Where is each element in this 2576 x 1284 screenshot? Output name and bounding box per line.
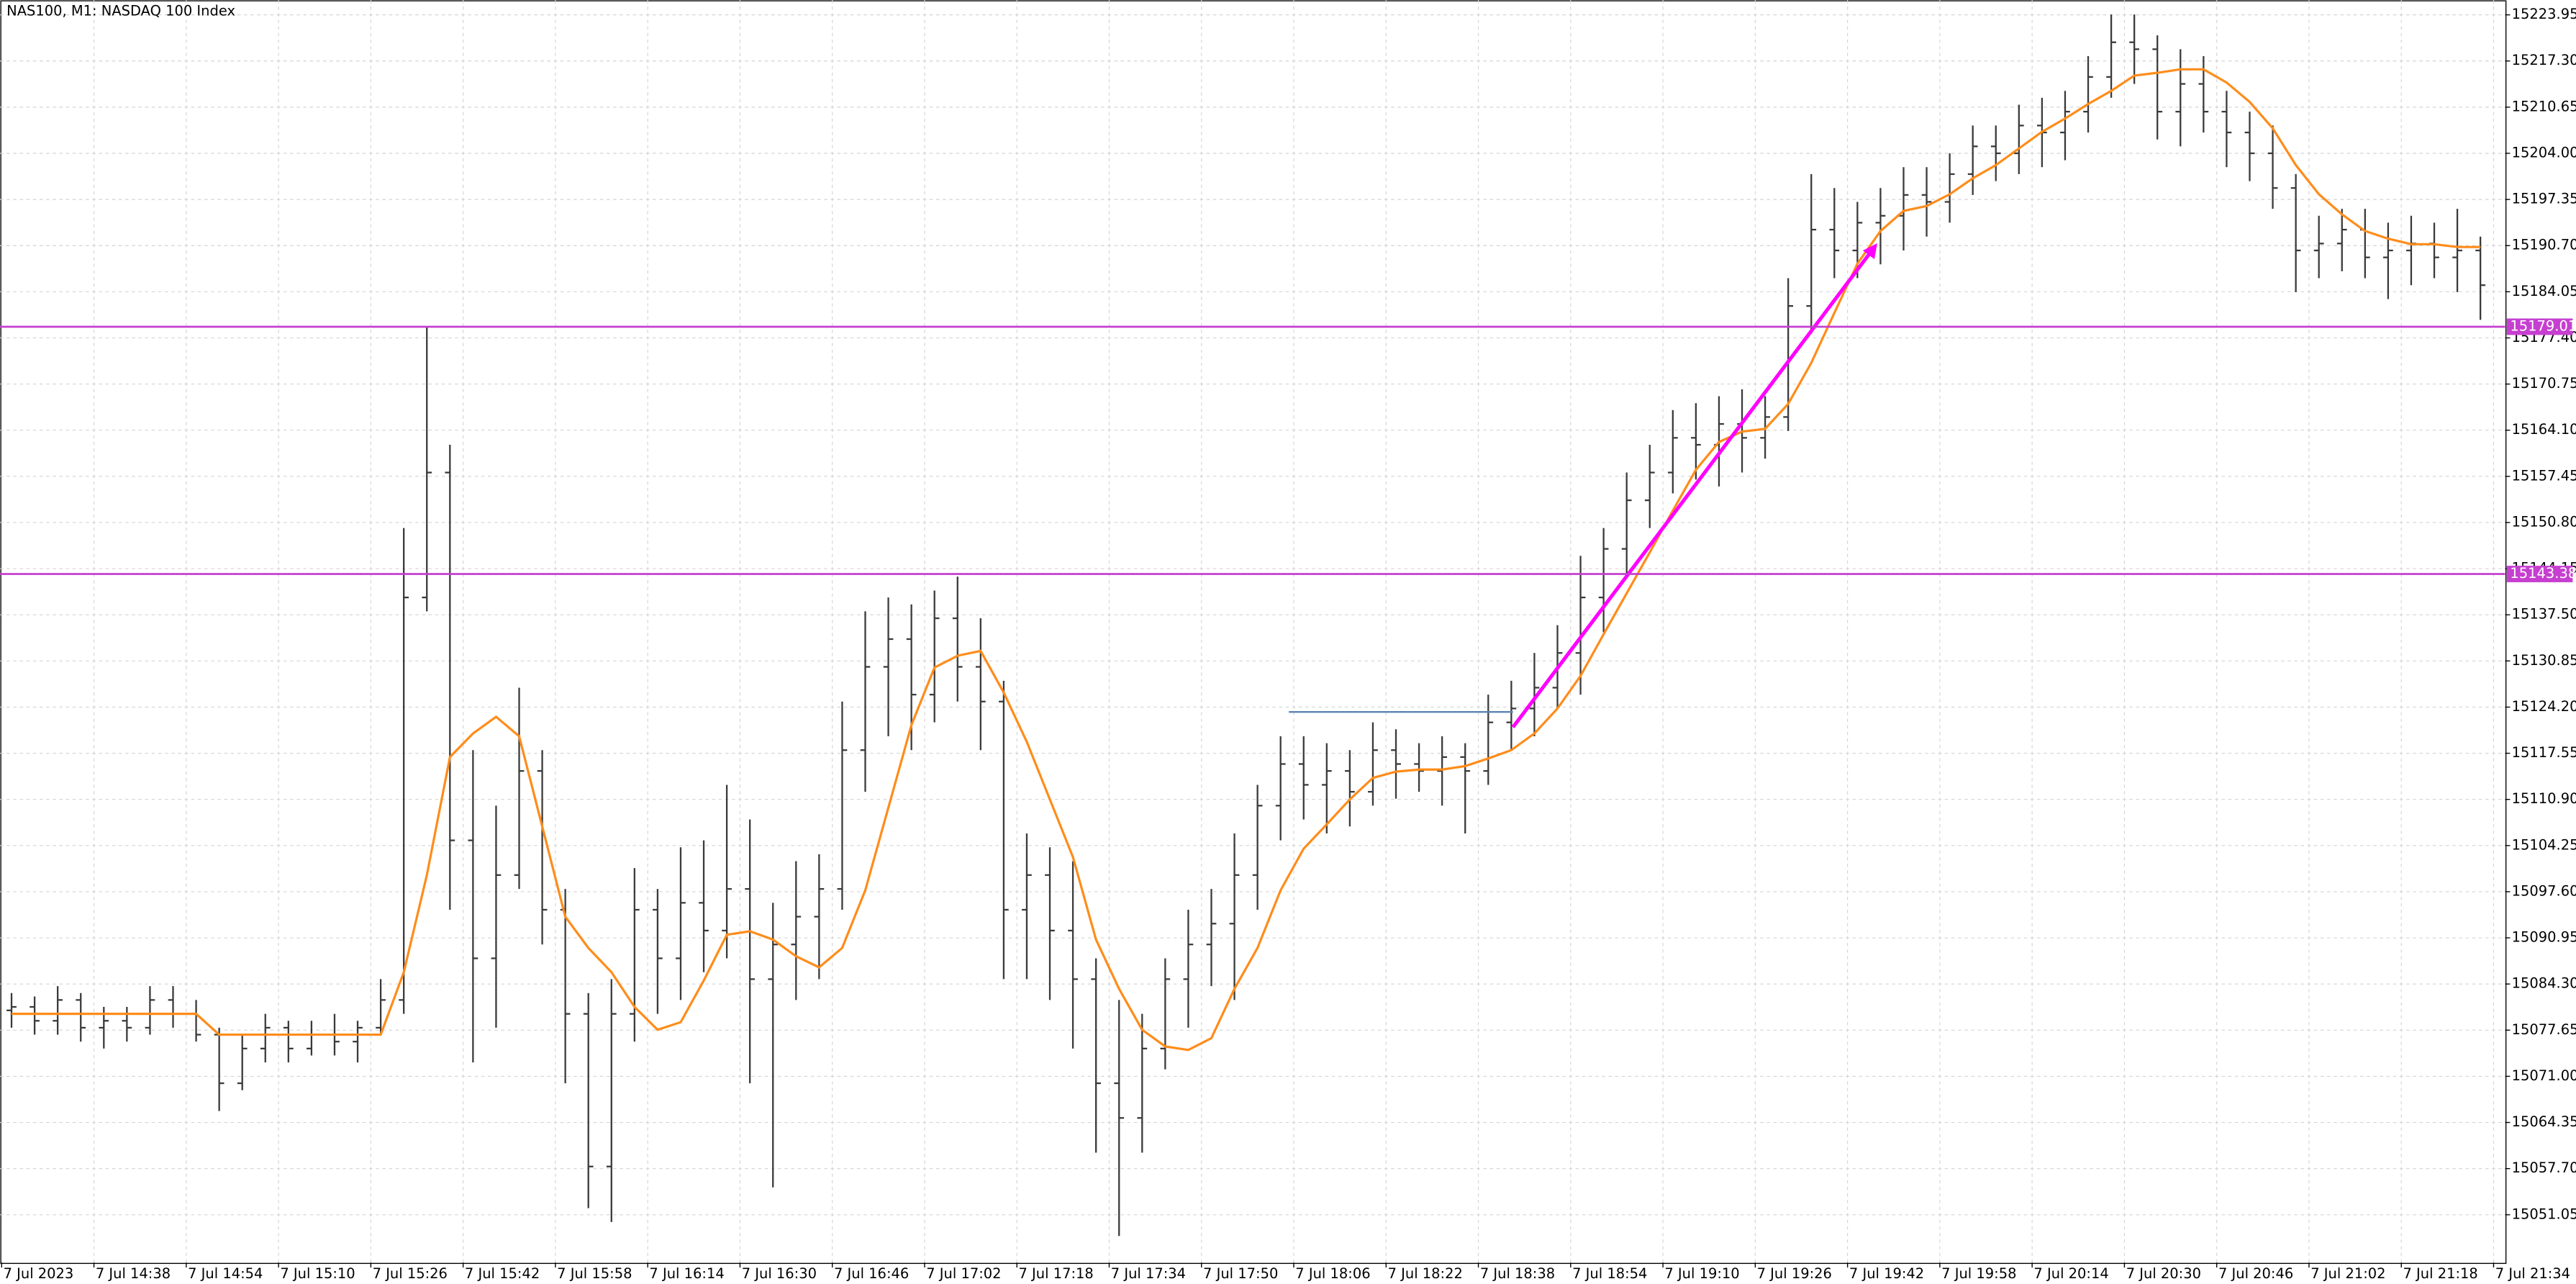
y-tick-label: 15150.80 [2512,513,2576,530]
y-tick-label: 15184.05 [2512,283,2576,299]
y-tick-label: 15097.60 [2512,882,2576,899]
y-tick-label: 15197.35 [2512,191,2576,207]
y-tick-label: 15204.00 [2512,144,2576,160]
y-tick-label: 15077.65 [2512,1021,2576,1038]
x-tick-label: 7 Jul 15:26 [373,1265,448,1282]
x-tick-label: 7 Jul 17:02 [926,1265,1001,1282]
y-tick-label: 15170.75 [2512,375,2576,392]
x-tick-label: 7 Jul 2023 [4,1265,74,1282]
y-tick-label: 15130.85 [2512,652,2576,669]
level-label: 15179.01 [2510,317,2576,334]
x-tick-label: 7 Jul 19:10 [1664,1265,1739,1282]
x-tick-label: 7 Jul 15:42 [465,1265,540,1282]
x-tick-label: 7 Jul 18:22 [1388,1265,1463,1282]
y-tick-label: 15117.55 [2512,744,2576,761]
level-label-box [2506,566,2573,582]
y-tick-label: 15157.45 [2512,467,2576,484]
x-tick-label: 7 Jul 16:30 [742,1265,817,1282]
y-tick-label: 15057.70 [2512,1159,2576,1176]
y-tick-label: 15190.70 [2512,237,2576,253]
plot-frame [0,0,2507,1265]
y-tick-label: 15051.05 [2512,1206,2576,1222]
x-tick-label: 7 Jul 15:10 [280,1265,355,1282]
x-tick-label: 7 Jul 17:18 [1019,1265,1094,1282]
y-tick-label: 15104.25 [2512,836,2576,853]
x-tick-label: 7 Jul 21:18 [2403,1265,2478,1282]
x-tick-label: 7 Jul 16:14 [649,1265,724,1282]
x-tick-label: 7 Jul 18:06 [1295,1265,1370,1282]
x-tick-label: 7 Jul 16:46 [834,1265,909,1282]
x-tick-label: 7 Jul 21:02 [2310,1265,2385,1282]
y-tick-label: 15210.65 [2512,98,2576,114]
x-tick-label: 7 Jul 14:38 [96,1265,171,1282]
y-tick-label: 15084.30 [2512,975,2576,992]
y-tick-label: 15164.10 [2512,421,2576,438]
y-tick-label: 15064.35 [2512,1113,2576,1130]
x-tick-label: 7 Jul 21:34 [2495,1265,2570,1282]
y-tick-label: 15137.50 [2512,606,2576,623]
y-tick-label: 15110.90 [2512,790,2576,807]
level-label-box [2506,318,2573,335]
x-tick-label: 7 Jul 19:26 [1757,1265,1832,1282]
x-tick-label: 7 Jul 18:38 [1480,1265,1555,1282]
x-tick-label: 7 Jul 14:54 [188,1265,263,1282]
x-tick-label: 7 Jul 15:58 [557,1265,632,1282]
y-tick-label: 15071.00 [2512,1067,2576,1084]
chart-title: NAS100, M1: NASDAQ 100 Index [6,3,235,19]
y-tick-label: 15223.95 [2512,6,2576,22]
y-tick-label: 15090.95 [2512,929,2576,946]
x-tick-label: 7 Jul 20:14 [2033,1265,2108,1282]
x-tick-label: 7 Jul 17:50 [1203,1265,1278,1282]
x-tick-label: 7 Jul 18:54 [1572,1265,1647,1282]
x-tick-label: 7 Jul 17:34 [1111,1265,1186,1282]
level-label: 15143.38 [2510,565,2576,582]
x-tick-label: 7 Jul 19:58 [1941,1265,2016,1282]
moving-average [12,68,2481,1052]
x-tick-label: 7 Jul 20:30 [2126,1265,2201,1282]
y-tick-label: 15124.20 [2512,698,2576,715]
y-tick-label: 15217.30 [2512,52,2576,68]
x-tick-label: 7 Jul 19:42 [1849,1265,1924,1282]
x-tick-label: 7 Jul 20:46 [2218,1265,2293,1282]
